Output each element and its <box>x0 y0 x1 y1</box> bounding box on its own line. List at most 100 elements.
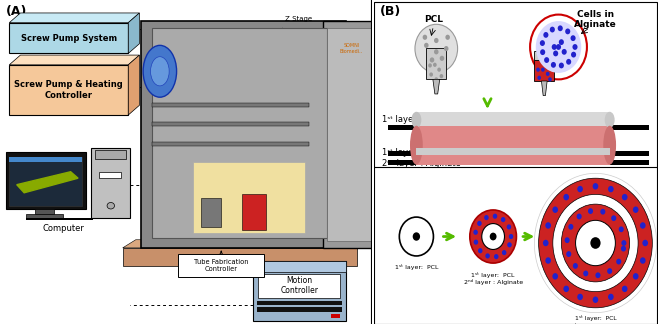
Polygon shape <box>433 79 440 94</box>
Bar <box>253 261 345 272</box>
Bar <box>331 314 340 318</box>
Circle shape <box>565 29 570 34</box>
Circle shape <box>633 273 638 280</box>
Circle shape <box>562 49 567 55</box>
Circle shape <box>546 72 549 76</box>
Bar <box>178 254 264 277</box>
Circle shape <box>538 76 541 80</box>
Ellipse shape <box>143 45 176 97</box>
Polygon shape <box>122 240 370 248</box>
Circle shape <box>552 273 558 280</box>
Circle shape <box>536 68 540 72</box>
Bar <box>9 157 82 162</box>
Ellipse shape <box>603 126 616 165</box>
Circle shape <box>540 40 545 46</box>
Circle shape <box>551 44 557 50</box>
Ellipse shape <box>151 57 169 86</box>
Circle shape <box>486 253 490 259</box>
Circle shape <box>536 21 581 73</box>
Bar <box>5 152 86 209</box>
Circle shape <box>561 204 630 282</box>
Circle shape <box>553 51 558 56</box>
Circle shape <box>433 63 437 67</box>
Circle shape <box>548 77 552 82</box>
Circle shape <box>438 68 441 72</box>
Circle shape <box>556 44 561 50</box>
Circle shape <box>551 62 556 68</box>
Circle shape <box>502 250 507 255</box>
Bar <box>417 148 610 155</box>
Circle shape <box>553 194 638 292</box>
Circle shape <box>424 43 428 48</box>
Circle shape <box>493 214 497 219</box>
Bar <box>241 194 266 230</box>
Bar <box>388 125 649 130</box>
Polygon shape <box>122 248 357 266</box>
Circle shape <box>569 224 573 230</box>
Circle shape <box>608 186 614 192</box>
Circle shape <box>590 237 601 249</box>
Circle shape <box>422 35 427 40</box>
Circle shape <box>563 194 569 200</box>
Text: Screw Pump System: Screw Pump System <box>20 34 117 43</box>
Circle shape <box>540 49 545 55</box>
Circle shape <box>478 248 482 253</box>
Circle shape <box>544 32 548 38</box>
Circle shape <box>501 217 505 222</box>
Text: (A): (A) <box>5 5 27 18</box>
Circle shape <box>583 271 588 276</box>
Bar <box>534 51 554 60</box>
Circle shape <box>544 57 549 63</box>
Circle shape <box>559 63 564 68</box>
Circle shape <box>444 46 449 51</box>
Text: Tube Fabrication
Controller: Tube Fabrication Controller <box>194 259 249 272</box>
Circle shape <box>559 39 564 45</box>
Bar <box>201 198 221 227</box>
Circle shape <box>428 64 432 67</box>
Circle shape <box>593 296 598 303</box>
Circle shape <box>588 208 593 214</box>
Bar <box>327 28 376 241</box>
Bar <box>388 151 649 156</box>
Bar <box>388 160 649 165</box>
Text: 1ˢᵗ layer:  PCL
2ⁿᵈ layer : Alginate
3ʳᵈ layer : PCL
4ᵗʰ layer : Alginate
5ᵗʰ la: 1ˢᵗ layer: PCL 2ⁿᵈ layer : Alginate 3ʳᵈ … <box>567 315 624 324</box>
Bar <box>259 274 340 298</box>
Circle shape <box>640 257 645 264</box>
Text: SOMNI
Biomedi..: SOMNI Biomedi.. <box>340 43 363 54</box>
Circle shape <box>573 263 578 269</box>
Circle shape <box>593 183 598 190</box>
Text: 1ˢᵗ layer:  PCL: 1ˢᵗ layer: PCL <box>382 115 440 124</box>
Circle shape <box>477 221 482 226</box>
Bar <box>324 21 381 248</box>
Ellipse shape <box>411 112 421 128</box>
Circle shape <box>570 35 576 41</box>
Circle shape <box>430 57 434 63</box>
Circle shape <box>434 49 438 54</box>
Circle shape <box>565 237 570 243</box>
Circle shape <box>552 206 558 213</box>
Ellipse shape <box>605 112 615 128</box>
Circle shape <box>507 224 511 229</box>
Text: PCL: PCL <box>424 15 443 24</box>
Circle shape <box>572 44 578 50</box>
Bar <box>9 65 128 115</box>
Polygon shape <box>128 13 139 53</box>
Circle shape <box>434 77 438 82</box>
Text: Cells in
Alginate: Cells in Alginate <box>574 10 617 29</box>
Circle shape <box>566 251 571 257</box>
Text: X Stage: X Stage <box>305 33 332 40</box>
Polygon shape <box>9 55 139 65</box>
Polygon shape <box>128 55 139 115</box>
Circle shape <box>566 59 571 65</box>
Circle shape <box>577 294 583 300</box>
Circle shape <box>607 268 612 274</box>
Text: (B): (B) <box>380 5 401 18</box>
Bar <box>153 142 309 146</box>
Text: Motion
Controller: Motion Controller <box>280 276 318 295</box>
Circle shape <box>577 186 583 192</box>
Circle shape <box>640 222 645 229</box>
Polygon shape <box>16 172 78 193</box>
Circle shape <box>621 240 626 246</box>
Circle shape <box>509 234 513 239</box>
Circle shape <box>494 254 499 259</box>
